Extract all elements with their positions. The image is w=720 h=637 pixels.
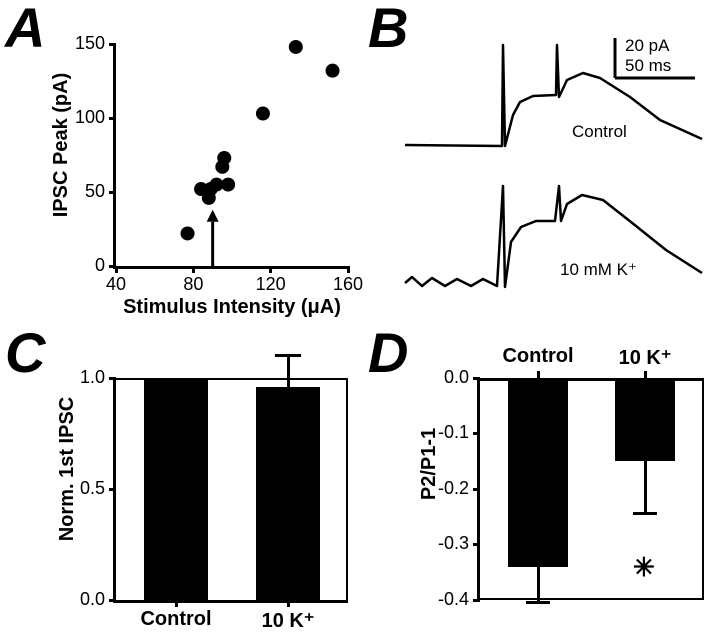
- scalebar-pa: 20 pA: [625, 36, 669, 56]
- panelC-ytick-0: 0.0: [67, 589, 105, 610]
- scalebar-ms: 50 ms: [625, 56, 671, 76]
- panelC-y-axis: [113, 378, 116, 603]
- panelD-xlabel-0: Control: [488, 345, 588, 368]
- panelD-bar-0: [508, 378, 568, 567]
- panelB-trace-label-0: Control: [572, 122, 627, 142]
- panelD-xlabel-1: 10 K⁺: [595, 345, 695, 370]
- panelD-ytick--0.3: -0.3: [427, 533, 469, 554]
- panelC-xlabel-0: Control: [126, 608, 226, 631]
- panelC-xlabel-1: 10 K⁺: [238, 608, 338, 633]
- panelC-bar-1: [256, 387, 320, 600]
- panelD-significance: ✳: [633, 552, 655, 583]
- panelC-x-axis: [116, 600, 348, 603]
- panelD-y-title: P2/P1-1: [418, 394, 441, 534]
- panelD-ytick--0.4: -0.4: [427, 589, 469, 610]
- panelD-ytick-0: 0.0: [427, 367, 469, 388]
- panelC-bar-0: [144, 378, 208, 600]
- panelB-trace-label-1: 10 mM K⁺: [560, 260, 637, 280]
- panelC-y-title: Norm. 1st IPSC: [56, 369, 79, 569]
- panelD-bar-1: [615, 378, 675, 461]
- figure-root: ABCD4080120160050100150Stimulus Intensit…: [0, 0, 720, 637]
- panelB-svg: [0, 0, 720, 637]
